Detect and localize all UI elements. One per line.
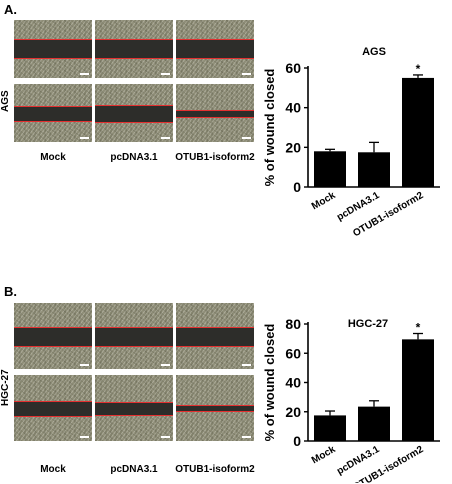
panel-b-row-label: HGC-27: [0, 369, 11, 406]
micrograph-ags-mock-later: [14, 84, 92, 142]
bar-0: [314, 151, 346, 187]
y-tick-label: 40: [285, 375, 301, 391]
bar-2: [402, 339, 434, 441]
panel-b-col-label-pcdna: pcDNA3.1: [110, 464, 158, 475]
chart-title: HGC-27: [348, 318, 388, 330]
panel-a-col-label-otub1: OTUB1-isoform2: [175, 152, 255, 163]
y-tick-label: 60: [285, 345, 301, 361]
significance-marker-2: *: [416, 62, 421, 76]
y-tick-label: 60: [285, 60, 301, 76]
significance-marker-2: *: [416, 321, 421, 335]
bar-1: [358, 406, 390, 441]
y-tick-label: 0: [293, 179, 301, 195]
micrograph-hgc-mock-later: [14, 375, 92, 441]
panel-a-micrograph-grid: [14, 20, 254, 144]
bar-2: [402, 77, 434, 187]
micrograph-ags-otub1-0h: [176, 20, 254, 78]
y-tick-label: 0: [293, 433, 301, 449]
y-tick-label: 20: [285, 404, 301, 420]
micrograph-hgc-otub1-later: [176, 375, 254, 441]
panel-b-col-label-otub1: OTUB1-isoform2: [175, 464, 255, 475]
hgc27-wound-closure-chart: HGC-27% of wound closed 020406080MockpcDN…: [262, 316, 440, 483]
panel-a-label: A.: [4, 2, 17, 17]
micrograph-ags-pcdna-later: [95, 84, 173, 142]
panel-b-micrograph-grid: [14, 303, 254, 441]
x-tick-label-0: Mock: [310, 444, 338, 467]
x-tick-label-0: Mock: [310, 190, 338, 213]
bar-0: [314, 415, 346, 441]
ags-wound-closure-chart: AGS% of wound closed0204060MockpcDNA3.1*…: [262, 46, 440, 239]
y-tick-label: 40: [285, 100, 301, 116]
panel-a-row-label: AGS: [0, 90, 11, 112]
y-tick-label: 20: [285, 139, 301, 155]
panel-b-col-label-mock: Mock: [40, 464, 66, 475]
panel-a-col-label-pcdna: pcDNA3.1: [110, 152, 158, 163]
micrograph-hgc-pcdna-later: [95, 375, 173, 441]
micrograph-hgc-otub1-0h: [176, 303, 254, 369]
micrograph-ags-mock-0h: [14, 20, 92, 78]
micrograph-ags-pcdna-0h: [95, 20, 173, 78]
micrograph-ags-otub1-later: [176, 84, 254, 142]
chart-title: AGS: [362, 46, 386, 58]
bar-1: [358, 152, 390, 187]
panel-b-label: B.: [4, 284, 17, 299]
micrograph-hgc-pcdna-0h: [95, 303, 173, 369]
micrograph-hgc-mock-0h: [14, 303, 92, 369]
y-axis-label: % of wound closed: [262, 324, 277, 442]
y-axis-label: % of wound closed: [262, 69, 277, 187]
panel-a-col-label-mock: Mock: [40, 152, 66, 163]
y-tick-label: 80: [285, 316, 301, 332]
